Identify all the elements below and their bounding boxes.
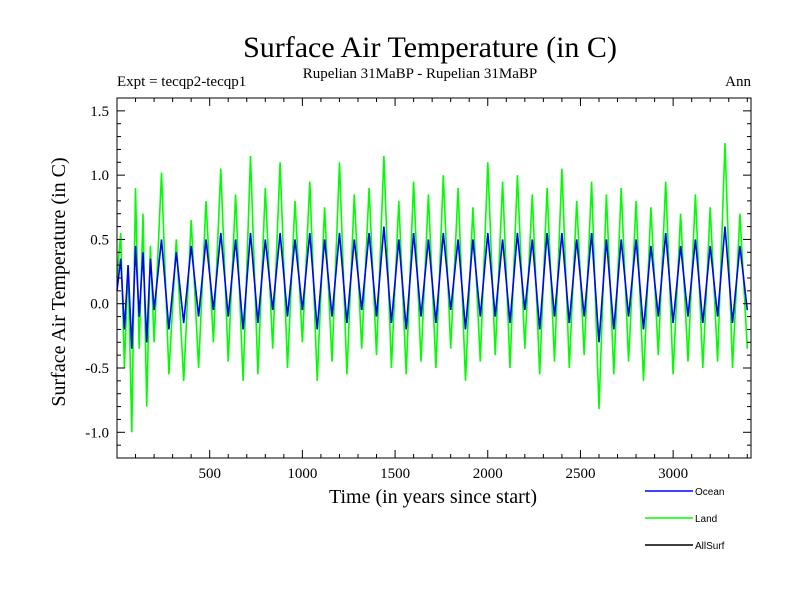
plot-area: -1.0 -0.5 0.0 0.5 1.0 1.5 500 1000 1500 2000 2500… — [85, 97, 752, 482]
y-tick-label: 1.0 — [90, 168, 109, 184]
legend: Ocean Land AllSurf — [645, 487, 725, 552]
y-tick-label: 0.0 — [90, 297, 109, 313]
plot-frame — [116, 97, 752, 459]
y-tick-label: -0.5 — [85, 361, 109, 377]
legend-label-ocean: Ocean — [695, 487, 724, 498]
x-tick-label: 2000 — [473, 466, 503, 482]
chart-title: Surface Air Temperature (in C) — [243, 31, 617, 64]
x-tick-label: 500 — [198, 466, 221, 482]
x-tick-label: 1000 — [287, 466, 317, 482]
x-tick-label: 1500 — [380, 466, 410, 482]
y-axis-label: Surface Air Temperature (in C) — [48, 157, 70, 406]
x-axis-label: Time (in years since start) — [329, 486, 537, 508]
x-axis: 500 1000 1500 2000 2500 3000 — [135, 98, 748, 482]
series-line-land — [116, 142, 749, 433]
chart-subtitle-right: Ann — [725, 74, 751, 90]
series-line-ocean — [116, 226, 749, 349]
chart-subtitle-left: Expt = tecqp2-tecqp1 — [117, 74, 246, 90]
legend-label-land: Land — [695, 514, 717, 525]
chart-subtitle-center: Rupelian 31MaBP - Rupelian 31MaBP — [303, 66, 537, 82]
x-tick-label: 2500 — [565, 466, 595, 482]
x-tick-label: 3000 — [658, 466, 688, 482]
y-tick-label: 1.5 — [90, 104, 109, 120]
y-tick-label: 0.5 — [90, 232, 109, 248]
y-axis: -1.0 -0.5 0.0 0.5 1.0 1.5 — [85, 104, 751, 446]
legend-label-allsurf: AllSurf — [695, 541, 725, 552]
y-tick-label: -1.0 — [85, 425, 109, 441]
series-layer — [116, 142, 749, 433]
